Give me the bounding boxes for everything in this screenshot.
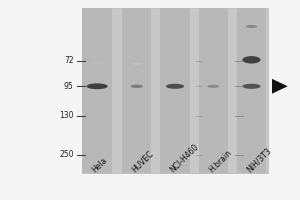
Text: H.brain: H.brain [207,148,233,174]
Ellipse shape [86,83,108,89]
Polygon shape [272,79,288,94]
Bar [82,8,112,173]
Text: NCI-H460: NCI-H460 [169,142,201,174]
Ellipse shape [92,61,103,64]
Text: Hela: Hela [91,156,110,174]
Bar [199,8,228,173]
Text: 130: 130 [59,111,74,120]
Ellipse shape [132,63,141,65]
Ellipse shape [130,85,143,88]
Ellipse shape [242,84,260,89]
Bar [122,8,152,173]
Text: 95: 95 [64,82,74,91]
Text: 250: 250 [59,150,74,159]
Text: 72: 72 [64,56,74,65]
Ellipse shape [166,84,184,89]
Text: HUVEC: HUVEC [130,149,155,174]
Text: NIH/3T3: NIH/3T3 [245,146,273,174]
Ellipse shape [242,56,260,64]
Bar [237,8,266,173]
Bar [82,8,268,173]
Bar [160,8,190,173]
Ellipse shape [246,25,257,28]
Ellipse shape [207,85,219,88]
